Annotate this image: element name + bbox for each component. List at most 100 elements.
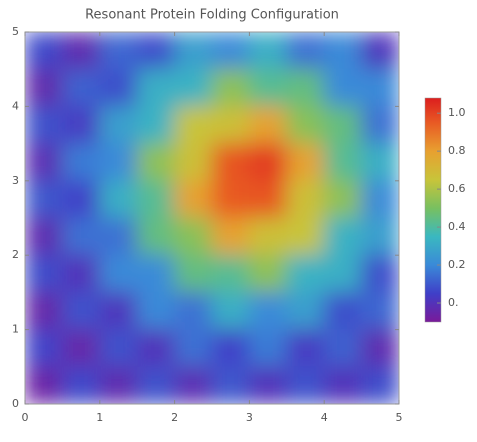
heat-cell bbox=[248, 366, 288, 404]
heat-cell bbox=[286, 291, 325, 331]
x-tick-label: 1 bbox=[96, 411, 103, 424]
heat-cell bbox=[286, 180, 325, 219]
heat-cell bbox=[25, 32, 63, 70]
y-tick-label: 4 bbox=[12, 99, 19, 112]
heat-cell bbox=[136, 105, 176, 145]
heat-cell bbox=[248, 105, 288, 145]
chart-title: Resonant Protein Folding Configuration bbox=[85, 8, 339, 23]
heat-cell bbox=[248, 32, 288, 70]
colorbar-tick-label: 0.6 bbox=[448, 182, 466, 195]
heat-cell bbox=[136, 291, 176, 331]
colorbar-tick-label: 0.8 bbox=[448, 144, 466, 157]
heat-cell bbox=[248, 254, 288, 293]
y-tick-label: 2 bbox=[12, 248, 19, 261]
heat-cell bbox=[25, 105, 63, 145]
heat-cell bbox=[248, 143, 288, 182]
heat-cell bbox=[136, 143, 176, 182]
heatmap bbox=[25, 32, 399, 404]
heat-cell bbox=[323, 254, 363, 293]
y-tick-label: 5 bbox=[12, 25, 19, 38]
heat-cell bbox=[286, 329, 325, 368]
heat-cell bbox=[174, 329, 213, 368]
heat-cell bbox=[286, 68, 325, 107]
heat-cell bbox=[25, 180, 63, 219]
x-tick-label: 2 bbox=[171, 411, 178, 424]
heat-cell bbox=[174, 32, 213, 70]
heat-cell bbox=[286, 217, 325, 256]
heat-cell bbox=[286, 143, 325, 182]
heat-cell bbox=[323, 291, 363, 331]
heat-cell bbox=[25, 366, 63, 404]
heat-cell bbox=[136, 32, 176, 70]
heat-cell bbox=[361, 32, 399, 70]
heat-cell bbox=[61, 180, 101, 219]
heat-cell bbox=[99, 329, 138, 368]
heat-cell bbox=[361, 291, 399, 331]
heat-cell bbox=[211, 291, 250, 331]
colorbar-tick-label: 1.0 bbox=[448, 106, 466, 119]
heat-cell bbox=[136, 254, 176, 293]
x-tick-label: 0 bbox=[22, 411, 29, 424]
heat-cell bbox=[323, 180, 363, 219]
heat-cell bbox=[61, 254, 101, 293]
heat-cell bbox=[286, 105, 325, 145]
heat-cell bbox=[361, 217, 399, 256]
heat-cell bbox=[211, 366, 250, 404]
heat-cell bbox=[323, 217, 363, 256]
heat-cell bbox=[99, 254, 138, 293]
heat-cell bbox=[323, 105, 363, 145]
heat-cell bbox=[25, 329, 63, 368]
heat-cell bbox=[99, 143, 138, 182]
heat-cell bbox=[174, 291, 213, 331]
heat-cell bbox=[361, 143, 399, 182]
heat-cell bbox=[174, 68, 213, 107]
heat-cell bbox=[99, 105, 138, 145]
heat-cell bbox=[99, 68, 138, 107]
heat-cell bbox=[174, 217, 213, 256]
heat-cell bbox=[136, 180, 176, 219]
heat-cell bbox=[136, 329, 176, 368]
heat-cell bbox=[136, 366, 176, 404]
heat-cell bbox=[25, 254, 63, 293]
heat-cell bbox=[323, 68, 363, 107]
heat-cell bbox=[99, 32, 138, 70]
heat-cell bbox=[211, 180, 250, 219]
heat-cell bbox=[248, 329, 288, 368]
colorbar bbox=[424, 97, 442, 323]
heat-cell bbox=[211, 143, 250, 182]
heat-cell bbox=[174, 366, 213, 404]
heat-cell bbox=[61, 291, 101, 331]
heat-cell bbox=[61, 143, 101, 182]
heat-cell bbox=[25, 143, 63, 182]
heat-cell bbox=[99, 180, 138, 219]
heat-cell bbox=[323, 32, 363, 70]
y-tick-label: 0 bbox=[12, 397, 19, 410]
heat-cell bbox=[99, 291, 138, 331]
heat-cell bbox=[61, 329, 101, 368]
heat-cell bbox=[361, 329, 399, 368]
colorbar-tick-label: 0.2 bbox=[448, 258, 466, 271]
heat-cell bbox=[361, 366, 399, 404]
heat-cell bbox=[99, 366, 138, 404]
heat-cell bbox=[323, 143, 363, 182]
plot-frame bbox=[24, 31, 400, 405]
colorbar-tick-label: 0. bbox=[448, 296, 459, 309]
heat-cell bbox=[25, 291, 63, 331]
heat-cell bbox=[361, 180, 399, 219]
heat-cell bbox=[136, 217, 176, 256]
plot-area bbox=[25, 32, 399, 404]
colorbar-tick-label: 0.4 bbox=[448, 220, 466, 233]
heat-cell bbox=[361, 68, 399, 107]
heat-cell bbox=[61, 105, 101, 145]
heat-cell bbox=[174, 180, 213, 219]
heat-cell bbox=[361, 105, 399, 145]
x-tick-label: 5 bbox=[396, 411, 403, 424]
heat-cell bbox=[61, 32, 101, 70]
heat-cell bbox=[211, 68, 250, 107]
heat-cell bbox=[248, 180, 288, 219]
heat-cell bbox=[61, 68, 101, 107]
heat-cell bbox=[211, 105, 250, 145]
y-tick-label: 1 bbox=[12, 323, 19, 336]
x-tick-label: 3 bbox=[246, 411, 253, 424]
